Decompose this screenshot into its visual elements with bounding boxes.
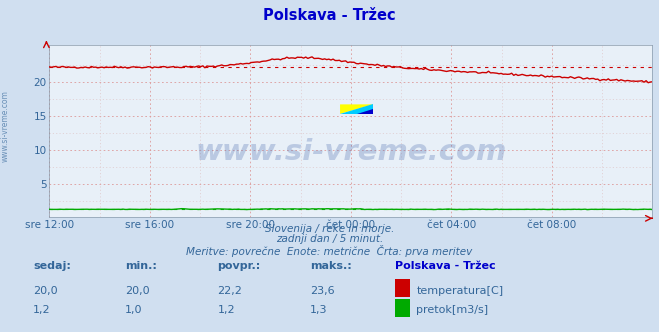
- Text: 1,2: 1,2: [33, 305, 51, 315]
- Text: Polskava - Tržec: Polskava - Tržec: [263, 8, 396, 23]
- Text: 1,2: 1,2: [217, 305, 235, 315]
- Text: pretok[m3/s]: pretok[m3/s]: [416, 305, 488, 315]
- Text: sedaj:: sedaj:: [33, 261, 71, 271]
- Text: Meritve: povrečne  Enote: metrične  Črta: prva meritev: Meritve: povrečne Enote: metrične Črta: …: [186, 245, 473, 257]
- Text: Slovenija / reke in morje.: Slovenija / reke in morje.: [265, 224, 394, 234]
- Text: Polskava - Tržec: Polskava - Tržec: [395, 261, 496, 271]
- Text: maks.:: maks.:: [310, 261, 351, 271]
- Text: povpr.:: povpr.:: [217, 261, 261, 271]
- Text: 22,2: 22,2: [217, 286, 243, 295]
- Text: 1,0: 1,0: [125, 305, 143, 315]
- Text: min.:: min.:: [125, 261, 157, 271]
- Polygon shape: [340, 104, 373, 114]
- Text: www.si-vreme.com: www.si-vreme.com: [1, 90, 10, 162]
- Text: 23,6: 23,6: [310, 286, 334, 295]
- Text: www.si-vreme.com: www.si-vreme.com: [195, 138, 507, 166]
- Polygon shape: [340, 104, 373, 114]
- Text: 20,0: 20,0: [33, 286, 57, 295]
- Text: temperatura[C]: temperatura[C]: [416, 286, 503, 295]
- Text: zadnji dan / 5 minut.: zadnji dan / 5 minut.: [276, 234, 383, 244]
- Polygon shape: [357, 109, 373, 114]
- Text: 20,0: 20,0: [125, 286, 150, 295]
- Text: 1,3: 1,3: [310, 305, 328, 315]
